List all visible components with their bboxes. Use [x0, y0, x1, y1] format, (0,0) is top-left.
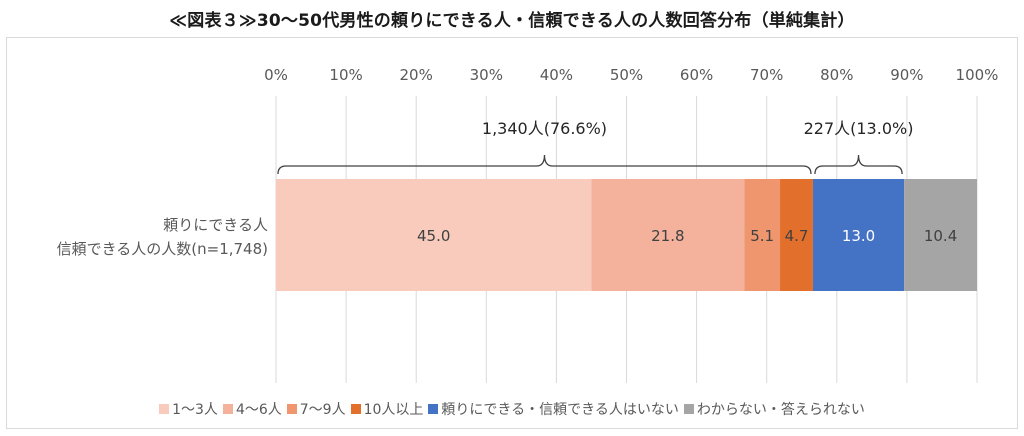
legend-swatch: [222, 404, 233, 414]
brace-annotation-2: [814, 154, 903, 175]
chart-title: ≪図表３≫30～50代男性の頼りにできる人・信頼できる人の人数回答分布（単純集計…: [169, 11, 855, 31]
data-label: 21.8: [651, 227, 684, 245]
legend-label: 4～6人: [235, 402, 282, 418]
legend-item: 1～3人: [159, 399, 218, 419]
legend-label: 1～3人: [172, 402, 218, 418]
legend-item: 10人以上: [350, 399, 424, 419]
chart-frame: [6, 37, 1018, 429]
bar-segment-6: [904, 179, 977, 291]
legend-item: 4～6人: [222, 399, 282, 419]
legend-swatch: [683, 404, 694, 414]
x-tick-label: 40%: [540, 66, 573, 84]
bar-segment-1: [276, 179, 592, 291]
data-label: 45.0: [417, 227, 450, 245]
legend-item: 頼りにできる・信頼できる人はいない: [428, 399, 679, 419]
x-tick-label: 50%: [610, 66, 643, 84]
bar-segment-2: [591, 179, 745, 291]
legend-label: 7～9人: [299, 402, 346, 418]
legend-swatch: [286, 404, 297, 414]
x-tick-label: 20%: [400, 66, 433, 84]
brace-annotation-1: [277, 154, 812, 175]
legend-label: 10人以上: [363, 402, 424, 418]
annotation-label: 227人(13.0%): [804, 119, 914, 138]
data-label: 4.7: [785, 227, 809, 245]
x-tick-label: 100%: [956, 66, 999, 84]
x-tick-label: 80%: [820, 66, 853, 84]
legend-item: 7～9人: [286, 399, 346, 419]
legend-swatch: [159, 404, 170, 414]
bar-segment-5: [812, 179, 905, 291]
legend-item: わからない・答えられない: [683, 399, 865, 419]
chart-legend: 1～3人 4～6人 7～9人 10人以上 頼りにできる・信頼できる人はいない わからない・…: [0, 397, 1024, 421]
data-label: 10.4: [924, 227, 957, 245]
legend-swatch: [350, 404, 361, 414]
legend-swatch: [428, 404, 439, 414]
data-label: 13.0: [842, 227, 875, 245]
x-tick-label: 90%: [890, 66, 923, 84]
data-label: 5.1: [750, 227, 774, 245]
legend-label: 頼りにできる・信頼できる人はいない: [441, 402, 679, 418]
legend-label: わからない・答えられない: [696, 402, 865, 418]
x-tick-label: 70%: [750, 66, 783, 84]
x-tick-label: 60%: [680, 66, 713, 84]
category-label: 信頼できる人の人数(n=1,748): [57, 240, 268, 258]
annotation-label: 1,340人(76.6%): [482, 119, 607, 138]
x-tick-label: 10%: [329, 66, 362, 84]
bar-segment-4: [780, 179, 813, 291]
bar-segment-3: [744, 179, 781, 291]
x-tick-label: 0%: [264, 66, 288, 84]
x-tick-label: 30%: [470, 66, 503, 84]
category-label: 頼りにできる人: [163, 216, 268, 234]
